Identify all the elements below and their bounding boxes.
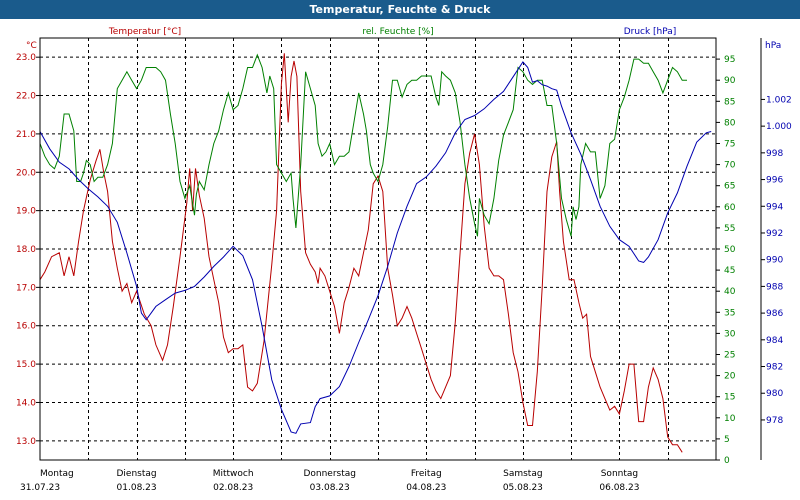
pressure-tick-8: 994 <box>766 202 783 212</box>
pressure-tick-9: 996 <box>766 176 783 186</box>
window-title: Temperatur, Feuchte & Druck <box>0 0 800 19</box>
series-line-0 <box>39 53 683 453</box>
temperature-tick-4: 17.0 <box>16 283 36 293</box>
pressure-tick-1: 980 <box>766 389 783 399</box>
weather-chart: Temperatur [°C] rel. Feuchte [%] Druck [… <box>0 19 800 500</box>
temperature-tick-labels: 13.0 14.0 15.0 16.0 17.0 18.0 19.0 20.0 21.0 22.0… <box>16 53 40 447</box>
humidity-tick-2: 10 <box>724 414 736 424</box>
series-layer <box>39 53 712 453</box>
humidity-tick-7: 35 <box>724 308 735 318</box>
humidity-tick-18: 90 <box>724 76 736 86</box>
pressure-tick-11: 1.000 <box>766 122 792 132</box>
x-tick-day-5: Samstag <box>503 469 542 479</box>
pressure-tick-0: 978 <box>766 416 783 426</box>
humidity-tick-8: 40 <box>724 287 736 297</box>
temperature-tick-1: 14.0 <box>16 398 36 408</box>
humidity-tick-15: 75 <box>724 140 735 150</box>
x-tick-date-4: 04.08.23 <box>406 483 446 493</box>
temperature-tick-2: 15.0 <box>16 360 36 370</box>
humidity-tick-13: 65 <box>724 182 735 192</box>
pressure-tick-4: 986 <box>766 309 783 319</box>
pressure-unit: hPa <box>765 41 781 51</box>
pressure-tick-5: 988 <box>766 282 783 292</box>
temperature-axis-label: Temperatur [°C] <box>108 27 181 37</box>
pressure-axis-label: Druck [hPa] <box>624 27 677 37</box>
x-tick-date-2: 02.08.23 <box>213 483 253 493</box>
humidity-tick-1: 5 <box>724 435 730 445</box>
humidity-tick-3: 15 <box>724 393 735 403</box>
temperature-unit: °C <box>26 41 37 51</box>
pressure-tick-labels: 978 980 982 984 986 988 990 992 994 996 998 1.000 1.… <box>761 95 792 426</box>
x-tick-date-6: 06.08.23 <box>599 483 639 493</box>
humidity-tick-17: 85 <box>724 97 735 107</box>
temperature-tick-9: 22.0 <box>16 92 36 102</box>
temperature-tick-6: 19.0 <box>16 207 36 217</box>
humidity-tick-labels: 0 5 10 15 20 25 30 35 40 45 50 55 60 65 70 75 80 85 90 95 <box>716 55 736 466</box>
humidity-tick-11: 55 <box>724 224 735 234</box>
humidity-tick-14: 70 <box>724 161 736 171</box>
humidity-tick-0: 0 <box>724 456 730 466</box>
x-tick-date-3: 03.08.23 <box>310 483 350 493</box>
humidity-tick-9: 45 <box>724 266 735 276</box>
humidity-tick-12: 60 <box>724 203 736 213</box>
humidity-axis-label: rel. Feuchte [%] <box>362 27 433 37</box>
temperature-tick-8: 21.0 <box>16 130 36 140</box>
x-tick-labels: Montag 31.07.23 Dienstag 01.08.23 Mittwoch 02… <box>20 469 639 493</box>
humidity-tick-16: 80 <box>724 118 736 128</box>
pressure-tick-3: 984 <box>766 336 783 346</box>
x-tick-day-6: Sonntag <box>601 469 638 479</box>
x-tick-day-0: Montag <box>40 469 74 479</box>
pressure-tick-2: 982 <box>766 363 783 373</box>
series-line-1 <box>39 53 687 237</box>
series-line-2 <box>39 61 712 434</box>
x-tick-day-1: Dienstag <box>117 469 157 479</box>
pressure-tick-10: 998 <box>766 149 783 159</box>
pressure-tick-12: 1.002 <box>766 95 792 105</box>
x-tick-date-5: 05.08.23 <box>503 483 543 493</box>
humidity-tick-5: 25 <box>724 351 735 361</box>
temperature-tick-10: 23.0 <box>16 53 36 63</box>
temperature-tick-0: 13.0 <box>16 437 36 447</box>
pressure-tick-7: 992 <box>766 229 783 239</box>
x-tick-day-4: Freitag <box>411 469 442 479</box>
x-tick-date-1: 01.08.23 <box>117 483 157 493</box>
x-tick-date-0: 31.07.23 <box>20 483 60 493</box>
x-tick-day-2: Mittwoch <box>213 469 254 479</box>
humidity-tick-19: 95 <box>724 55 735 65</box>
temperature-tick-5: 18.0 <box>16 245 36 255</box>
x-tick-day-3: Donnerstag <box>303 469 356 479</box>
plot-background <box>0 19 800 500</box>
temperature-tick-7: 20.0 <box>16 168 36 178</box>
humidity-tick-6: 30 <box>724 329 736 339</box>
humidity-tick-10: 50 <box>724 245 736 255</box>
humidity-tick-4: 20 <box>724 372 736 382</box>
temperature-tick-3: 16.0 <box>16 322 36 332</box>
gridlines <box>40 38 716 460</box>
pressure-tick-6: 990 <box>766 256 783 266</box>
